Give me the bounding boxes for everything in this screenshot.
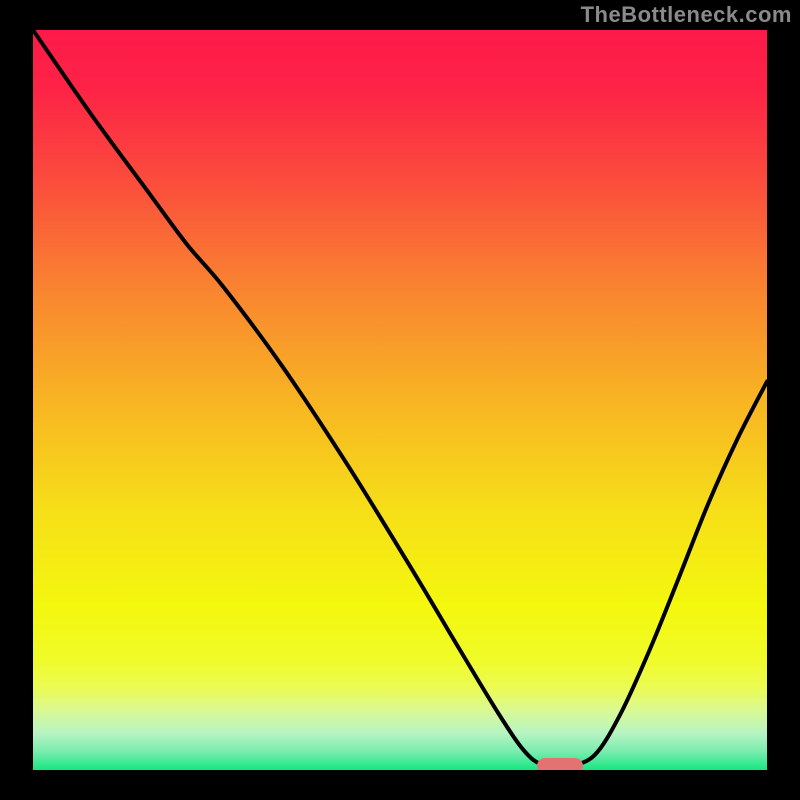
bottleneck-curve: [33, 30, 767, 770]
watermark-text: TheBottleneck.com: [581, 2, 792, 28]
chart-root: TheBottleneck.com: [0, 0, 800, 800]
plot-area: [33, 30, 767, 770]
optimum-marker: [537, 758, 583, 770]
